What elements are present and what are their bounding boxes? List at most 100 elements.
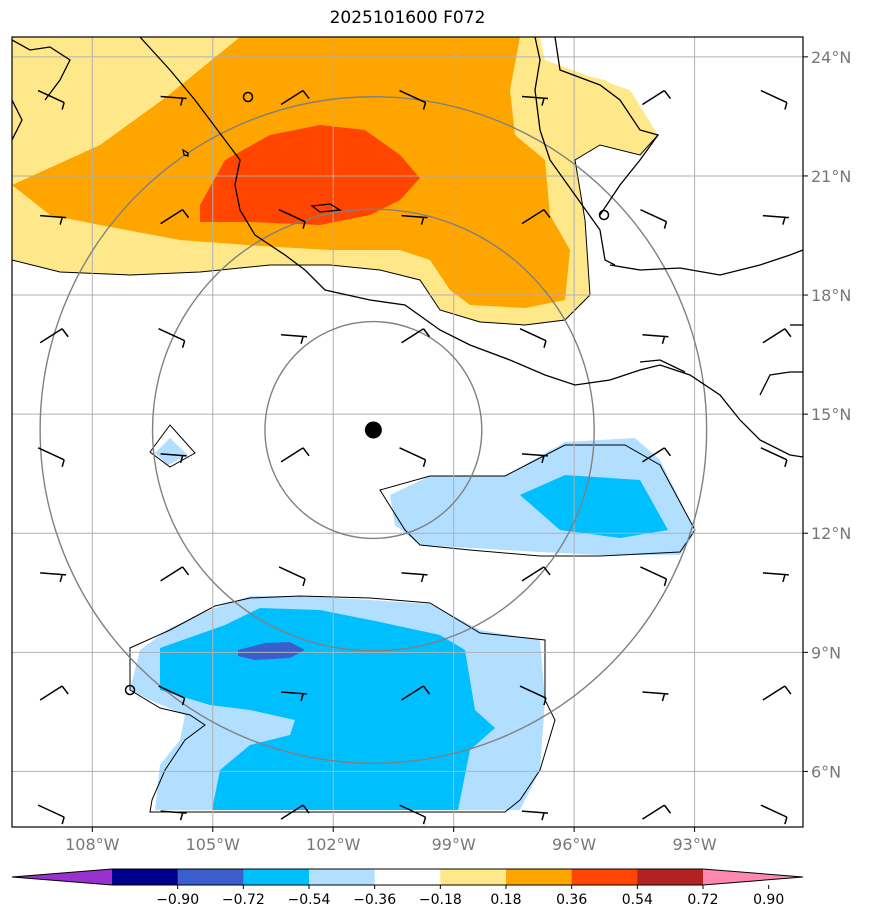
wind-barb (39, 328, 69, 344)
wind-barb (37, 804, 65, 825)
range-ring (264, 320, 483, 540)
wind-barb (401, 685, 431, 701)
lat-tick-label: 6°N (811, 762, 841, 781)
colorbar-segment (243, 869, 310, 885)
wind-barb (521, 810, 549, 821)
range-ring (151, 208, 595, 652)
colorbar-label: −0.18 (419, 892, 462, 908)
colorbar-segment (177, 869, 244, 885)
colorbar-label: 0.18 (490, 892, 521, 908)
wind-barb (160, 453, 187, 464)
calm-wind-circles (124, 91, 610, 696)
longitude-labels: 108°W 105°W 102°W 99°W 96°W 93°W (65, 827, 717, 854)
contour-fill-0.54 (200, 125, 420, 225)
wind-barbs (37, 89, 792, 825)
wind-barb (642, 333, 669, 344)
colorbar-label: −0.90 (156, 892, 199, 908)
range-rings (39, 96, 708, 764)
wind-barb (278, 208, 306, 229)
wind-barb (760, 89, 788, 110)
wind-barb (642, 804, 672, 820)
colorbar-segment (506, 869, 573, 885)
wind-barb (280, 804, 310, 820)
colorbar-segment (309, 869, 376, 885)
wind-barb (401, 572, 428, 583)
colorbar-segment (440, 869, 507, 885)
lat-tick-label: 12°N (811, 524, 851, 543)
colorbar-label: 0.72 (687, 892, 718, 908)
lon-tick-label: 108°W (65, 835, 120, 854)
wind-barb (281, 333, 308, 344)
wind-barb (521, 209, 551, 225)
wind-barb (160, 95, 187, 106)
lat-tick-label: 18°N (811, 286, 851, 305)
plot-area (12, 37, 803, 827)
colorbar-extend-low (12, 869, 112, 885)
lon-tick-label: 102°W (306, 835, 361, 854)
wind-barb (39, 685, 69, 701)
wind-barb (40, 214, 67, 225)
colorbar: −0.90 −0.72 −0.54 −0.36 −0.18 0.18 0.36 0.54 0.7… (11, 868, 804, 908)
colorbar-label: −0.72 (222, 892, 265, 908)
colorbar-segment (112, 869, 179, 885)
contour-fill-neg0.36-north (520, 475, 668, 538)
wind-barb (399, 89, 427, 110)
map-title: 2025101600 F072 (329, 8, 486, 28)
storm-center-marker (364, 421, 382, 439)
wind-barb (37, 89, 65, 110)
lon-tick-label: 99°W (432, 835, 476, 854)
colorbar-extend-high (703, 869, 803, 885)
wind-barb (399, 447, 427, 468)
contour-fill-neg0.36-south (160, 608, 495, 810)
colorbar-segment (637, 869, 704, 885)
wind-barb (762, 214, 789, 225)
wind-barb (642, 447, 672, 463)
range-ring (39, 96, 708, 764)
wind-barb (160, 209, 190, 225)
wind-barb (281, 691, 308, 702)
wind-barb (40, 572, 67, 583)
colorbar-segment (374, 869, 441, 885)
wind-barb (521, 95, 549, 106)
wind-barb (762, 328, 792, 344)
wind-barb (280, 447, 310, 463)
negative-anomaly-fill (130, 438, 695, 810)
wind-barb (37, 447, 65, 468)
lat-tick-label: 15°N (811, 405, 851, 424)
colorbar-label: −0.36 (353, 892, 396, 908)
wind-barb (521, 566, 551, 582)
wind-barb (642, 89, 672, 106)
wind-barb (642, 691, 669, 702)
colorbar-label: 0.36 (556, 892, 587, 908)
wind-barb (158, 328, 186, 348)
calm-circle (598, 209, 610, 221)
wind-barb (640, 208, 668, 229)
coastline (12, 37, 803, 458)
colorbar-outline (11, 868, 804, 886)
calm-circle (242, 91, 254, 103)
wind-barb (640, 566, 668, 587)
lat-tick-label: 21°N (811, 167, 851, 186)
lon-tick-label: 96°W (552, 835, 596, 854)
wind-barb (278, 566, 306, 587)
latitude-labels: 24°N 21°N 18°N 15°N 12°N 9°N 6°N (803, 48, 851, 781)
wind-barb (401, 328, 431, 344)
wind-barb (521, 453, 549, 464)
wind-barb (760, 804, 788, 825)
wind-barb (519, 328, 547, 348)
wind-barb (401, 214, 428, 225)
colorbar-label: 0.54 (622, 892, 653, 908)
wind-barb (158, 685, 186, 706)
wind-barb (519, 685, 547, 706)
contour-fill-neg0.54 (238, 642, 305, 660)
lon-tick-label: 93°W (672, 835, 716, 854)
calm-circle (124, 684, 136, 696)
wind-barb (280, 89, 310, 106)
wind-barb (760, 447, 788, 468)
lat-tick-label: 24°N (811, 48, 851, 67)
wind-barb (160, 566, 190, 582)
wind-barb (160, 810, 187, 821)
colorbar-label: −0.54 (288, 892, 331, 908)
colorbar-segment (571, 869, 638, 885)
